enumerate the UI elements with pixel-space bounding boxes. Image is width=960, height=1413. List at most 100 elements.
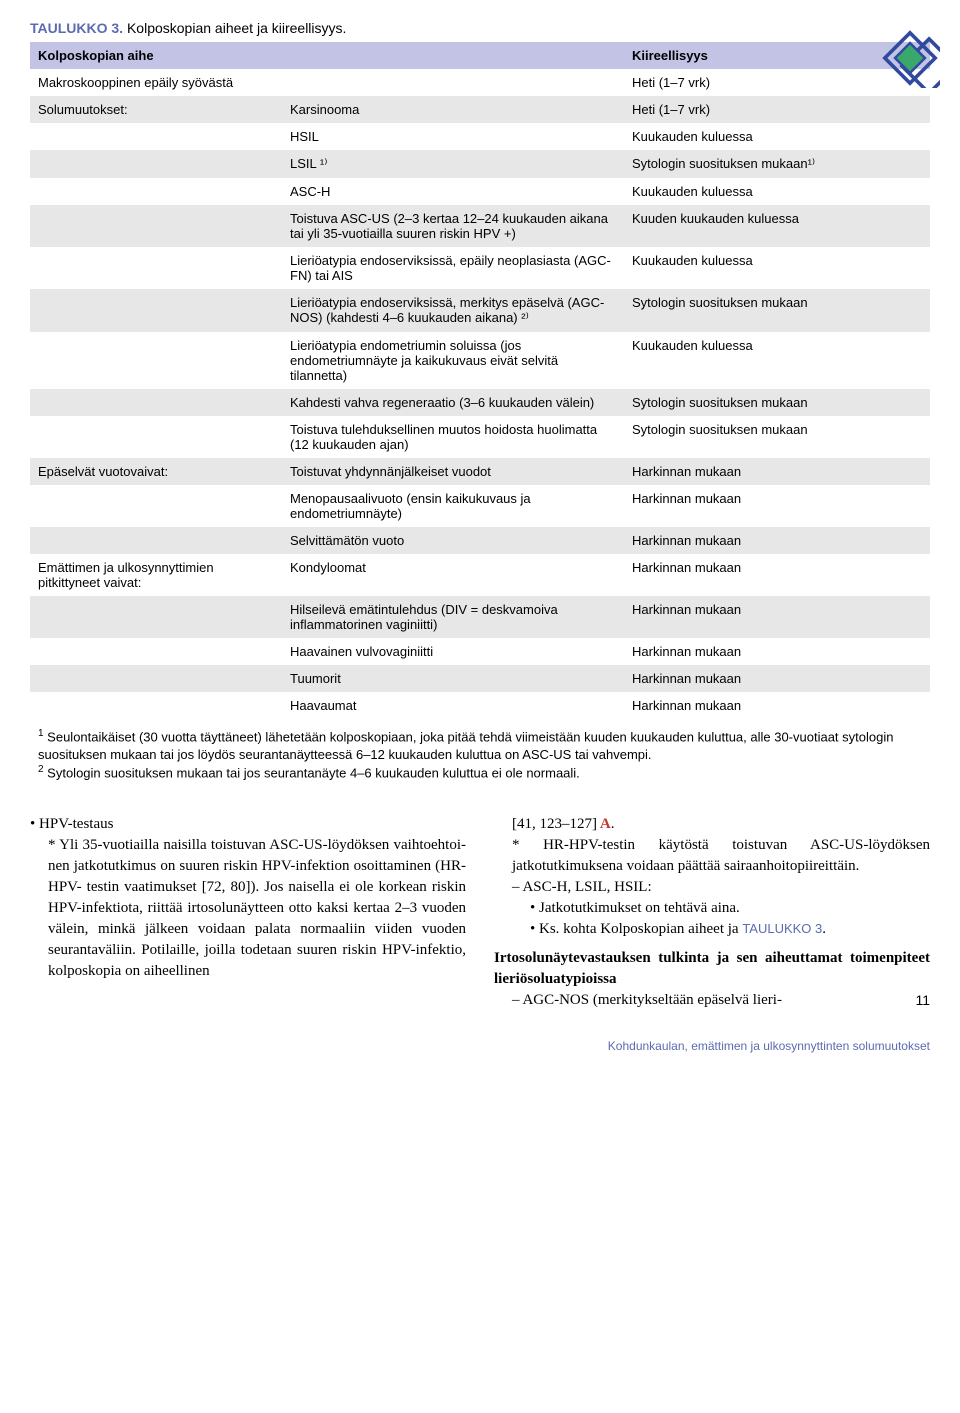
section-heading: Irtosolunäytevastauksen tulkinta ja sen …: [494, 948, 930, 990]
table-row: HSILKuukauden kuluessa: [30, 123, 930, 150]
table-footnotes: 1 Seulontaikäiset (30 vuotta täyttäneet)…: [30, 719, 930, 786]
table-cell-c1: [30, 692, 282, 719]
table-header-row: Kolposkopian aihe Kiireellisyys: [30, 42, 930, 69]
table-cell-c3: Kuukauden kuluessa: [624, 247, 930, 289]
table-cell-c3: Heti (1–7 vrk): [624, 96, 930, 123]
right-bullet-2: HR-HPV-testin käytöstä toistuvan ASC-US-…: [512, 835, 930, 877]
table-cell-c1: Makroskooppinen epäily syövästä: [30, 69, 282, 96]
table-cell-c3: Sytologin suosituksen mukaan¹⁾: [624, 150, 930, 178]
table-row: Emättimen ja ulkosynnyttimien pitkittyne…: [30, 554, 930, 596]
table-cell-c3: Kuukauden kuluessa: [624, 123, 930, 150]
table-cell-c2: HSIL: [282, 123, 624, 150]
table-cell-c1: [30, 638, 282, 665]
table-cell-c1: [30, 332, 282, 389]
table-cell-c1: [30, 247, 282, 289]
table-row: Hilseilevä emätintulehdus (DIV = deskvam…: [30, 596, 930, 638]
table-cell-c2: Toistuva tulehduksellinen muutos hoidost…: [282, 416, 624, 458]
table-cell-c1: [30, 178, 282, 205]
table-row: Selvittämätön vuotoHarkinnan mukaan: [30, 527, 930, 554]
table-title-label: TAULUKKO 3.: [30, 20, 123, 36]
table-row: Lieriöatypia endoserviksissä, epäily neo…: [30, 247, 930, 289]
table-cell-c3: Harkinnan mukaan: [624, 596, 930, 638]
table-cell-c3: Harkinnan mukaan: [624, 527, 930, 554]
evidence-grade-a: A: [597, 816, 611, 832]
table-title: TAULUKKO 3. Kolposkopian aiheet ja kiire…: [30, 20, 930, 36]
table-cell-c3: Sytologin suosituksen mukaan: [624, 389, 930, 416]
table-row: HaavaumatHarkinnan mukaan: [30, 692, 930, 719]
logo-icon: [880, 28, 940, 88]
table-cell-c1: Solumuutokset:: [30, 96, 282, 123]
table-cell-c2: Menopausaalivuoto (ensin kaikukuvaus ja …: [282, 485, 624, 527]
table-cell-c1: [30, 389, 282, 416]
table-cell-c2: Tuumorit: [282, 665, 624, 692]
table-cell-c1: [30, 289, 282, 332]
table-cell-c2: Karsinooma: [282, 96, 624, 123]
table-cell-c2: Lieriöatypia endoserviksissä, epäily neo…: [282, 247, 624, 289]
table-cell-c1: [30, 665, 282, 692]
right-dash-2: AGC-NOS (merkitykseltään epäselvä lieri-: [512, 990, 930, 1011]
table-row: TuumoritHarkinnan mukaan: [30, 665, 930, 692]
table-row: Kahdesti vahva regeneraatio (3–6 kuukaud…: [30, 389, 930, 416]
table-title-text: Kolposkopian aiheet ja kiireellisyys.: [127, 20, 346, 36]
table-row: Menopausaalivuoto (ensin kaikukuvaus ja …: [30, 485, 930, 527]
table-cell-c3: Kuuden kuukauden kuluessa: [624, 205, 930, 247]
table-cell-c3: Harkinnan mukaan: [624, 665, 930, 692]
table-row: Solumuutokset:KarsinoomaHeti (1–7 vrk): [30, 96, 930, 123]
table-cell-c2: Hilseilevä emätintulehdus (DIV = deskvam…: [282, 596, 624, 638]
right-column: [41, 123–127] A. HR-HPV-testin käytöstä …: [494, 814, 930, 1011]
table-cell-c2: ASC-H: [282, 178, 624, 205]
table-cell-c2: Kondyloomat: [282, 554, 624, 596]
table-cell-c2: [282, 69, 624, 96]
table-cell-c2: Kahdesti vahva regeneraatio (3–6 kuukaud…: [282, 389, 624, 416]
table-cell-c3: Harkinnan mukaan: [624, 554, 930, 596]
table-row: Toistuva ASC-US (2–3 kertaa 12–24 kuukau…: [30, 205, 930, 247]
table-cell-c2: Toistuva ASC-US (2–3 kertaa 12–24 kuukau…: [282, 205, 624, 247]
table-cell-c1: Emättimen ja ulkosynnyttimien pitkittyne…: [30, 554, 282, 596]
table-cell-c1: [30, 205, 282, 247]
table-cell-c1: [30, 596, 282, 638]
table-cell-c1: Epäselvät vuotovaivat:: [30, 458, 282, 485]
left-column: HPV-testaus Yli 35-vuotiailla naisilla t…: [30, 814, 466, 1011]
table-cell-c3: Sytologin suosituksen mukaan: [624, 416, 930, 458]
table-row: LSIL ¹⁾Sytologin suosituksen mukaan¹⁾: [30, 150, 930, 178]
table-row: Lieriöatypia endometriumin soluissa (jos…: [30, 332, 930, 389]
table-cell-c3: Harkinnan mukaan: [624, 485, 930, 527]
footnote-2: 2 Sytologin suosituksen mukaan tai jos s…: [38, 763, 922, 782]
table-cell-c1: [30, 527, 282, 554]
right-dash-1: ASC-H, LSIL, HSIL:: [512, 877, 930, 898]
table-cell-c3: Harkinnan mukaan: [624, 458, 930, 485]
page-footer: Kohdunkaulan, emättimen ja ulkosynnyttin…: [30, 1039, 930, 1053]
table-row: ASC-HKuukauden kuluessa: [30, 178, 930, 205]
table-cell-c2: Lieriöatypia endoserviksissä, merkitys e…: [282, 289, 624, 332]
table-cell-c1: [30, 123, 282, 150]
right-ref-line: [41, 123–127] A.: [512, 814, 930, 835]
page-number: 11: [915, 991, 930, 1011]
table-row: Toistuva tulehduksellinen muutos hoidost…: [30, 416, 930, 458]
footnote-1: 1 Seulontaikäiset (30 vuotta täyttäneet)…: [38, 727, 922, 763]
table-cell-c2: Lieriöatypia endometriumin soluissa (jos…: [282, 332, 624, 389]
table-cell-c1: [30, 150, 282, 178]
colposcopy-table: Kolposkopian aihe Kiireellisyys Makrosko…: [30, 42, 930, 719]
table-row: Epäselvät vuotovaivat:Toistuvat yhdynnän…: [30, 458, 930, 485]
left-bullet-2: Yli 35-vuotiailla naisilla toistuvan ASC…: [48, 835, 466, 982]
table-row: Makroskooppinen epäily syövästäHeti (1–7…: [30, 69, 930, 96]
right-sub-2: Ks. kohta Kolposkopian aiheet ja TAU­LUK…: [530, 919, 930, 940]
table-cell-c1: [30, 485, 282, 527]
body-text: HPV-testaus Yli 35-vuotiailla naisilla t…: [30, 814, 930, 1011]
table-cell-c2: Selvittämätön vuoto: [282, 527, 624, 554]
table-cell-c2: LSIL ¹⁾: [282, 150, 624, 178]
left-bullet-1: HPV-testaus: [30, 814, 466, 835]
taulukko-3-link[interactable]: TAU­LUKKO 3: [742, 921, 822, 936]
right-sub-1: Jatkotutkimukset on tehtävä aina.: [530, 898, 930, 919]
table-cell-c3: Harkinnan mukaan: [624, 638, 930, 665]
table-cell-c3: Kuukauden kuluessa: [624, 332, 930, 389]
header-c1: Kolposkopian aihe: [30, 42, 282, 69]
table-cell-c1: [30, 416, 282, 458]
table-cell-c2: Haavaumat: [282, 692, 624, 719]
table-cell-c3: Sytologin suosituksen mukaan: [624, 289, 930, 332]
table-row: Haavainen vulvovaginiittiHarkinnan mukaa…: [30, 638, 930, 665]
table-cell-c2: Toistuvat yhdynnänjälkeiset vuodot: [282, 458, 624, 485]
table-cell-c3: Harkinnan mukaan: [624, 692, 930, 719]
table-cell-c2: Haavainen vulvovaginiitti: [282, 638, 624, 665]
header-c2: [282, 42, 624, 69]
